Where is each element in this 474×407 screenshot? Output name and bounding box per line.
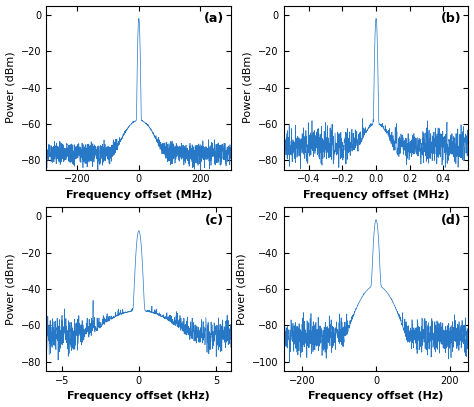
- Text: (a): (a): [203, 12, 224, 25]
- X-axis label: Frequency offset (kHz): Frequency offset (kHz): [67, 392, 210, 401]
- X-axis label: Frequency offset (Hz): Frequency offset (Hz): [309, 392, 444, 401]
- Y-axis label: Power (dBm): Power (dBm): [6, 253, 16, 325]
- Y-axis label: Power (dBm): Power (dBm): [243, 52, 253, 123]
- X-axis label: Frequency offset (MHz): Frequency offset (MHz): [303, 190, 449, 200]
- Y-axis label: Power (dBm): Power (dBm): [237, 253, 247, 325]
- X-axis label: Frequency offset (MHz): Frequency offset (MHz): [66, 190, 212, 200]
- Text: (b): (b): [440, 12, 461, 25]
- Text: (c): (c): [205, 214, 224, 227]
- Y-axis label: Power (dBm): Power (dBm): [6, 52, 16, 123]
- Text: (d): (d): [440, 214, 461, 227]
